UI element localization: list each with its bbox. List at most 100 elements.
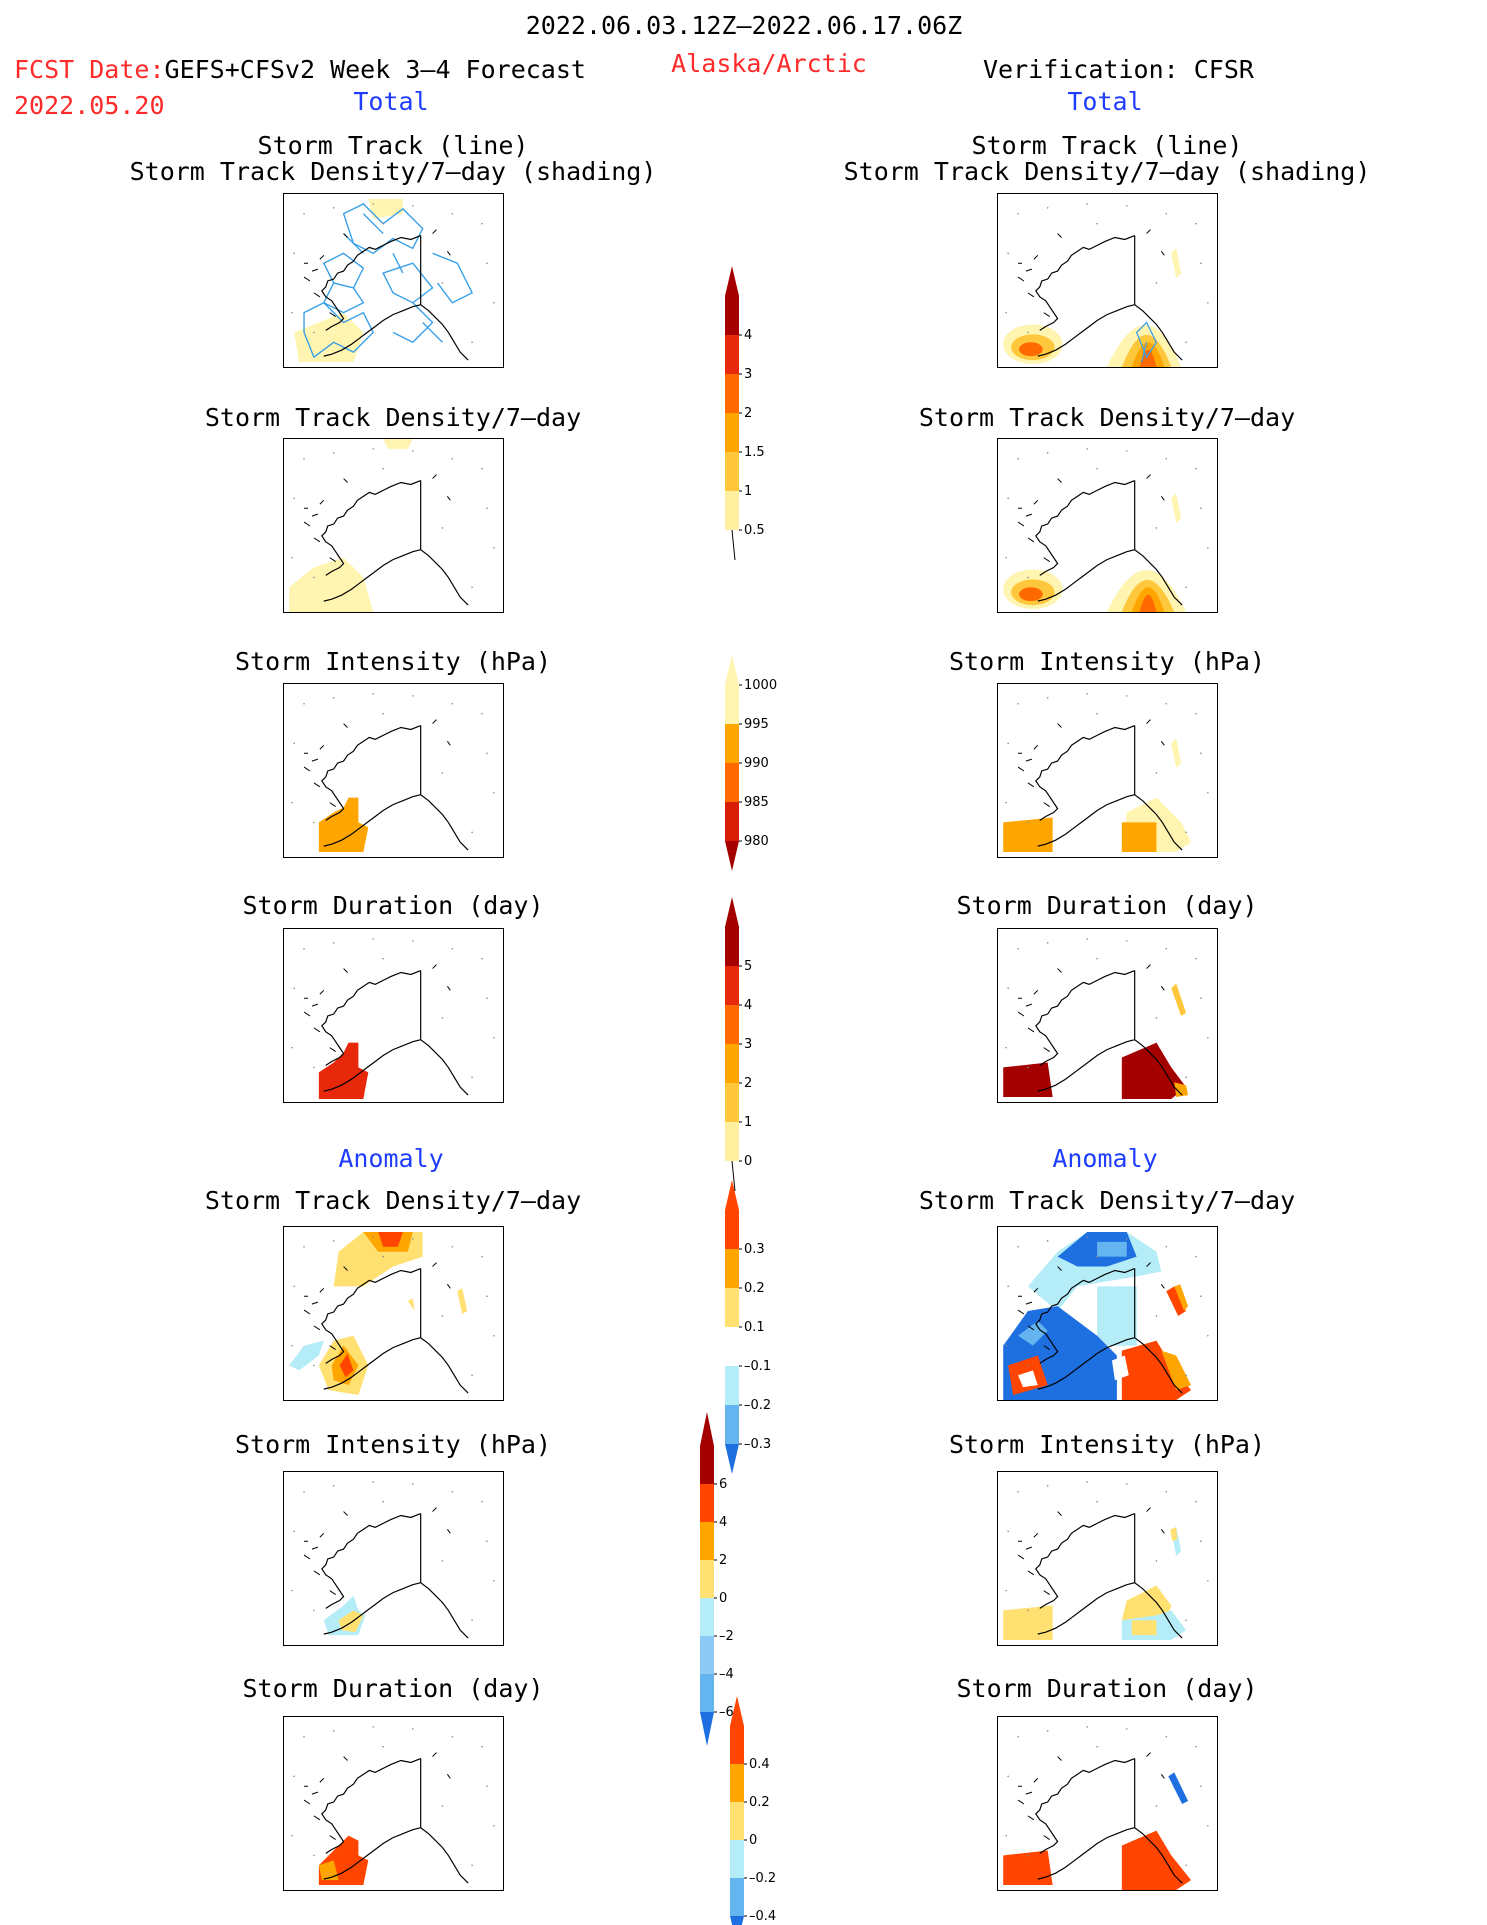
left-track-line-title: Storm Track (line) [257,131,529,160]
cb2-segment [725,685,739,724]
cb6-tick-label: –0.4 [749,1909,776,1924]
left-duration-title: Storm Duration (day) [242,891,544,920]
colorbar-density-anom: 0.3 0.2 0.1 –0.1 –0.2 –0.3 [725,1176,785,1474]
cb1-tick-label: 1 [744,484,752,499]
cb1-top-arrow [725,266,739,296]
colorbar-duration-anom: 0.4 0.2 0 –0.2 –0.4 [730,1690,790,1925]
colorbar-intensity-anom: 6 4 2 0 –2 –4 –6 [700,1408,760,1746]
right-track-shading-title: Storm Track Density/7–day (shading) [843,157,1371,186]
cb2-tick-label: 985 [744,795,769,810]
right-density-title: Storm Track Density/7–day [918,403,1296,432]
fcst-date: 2022.05.20 [14,91,165,120]
map-verif-density [997,438,1218,613]
cb5-segment [700,1636,714,1674]
cb5-tick-label: –4 [719,1667,734,1682]
cb6-top-arrow [730,1696,744,1726]
cb4-segment [725,1288,739,1327]
right-anomaly-label: Anomaly [1052,1144,1158,1173]
right-track-line-title: Storm Track (line) [971,131,1243,160]
map-verif-duration [997,928,1218,1103]
left-anomaly-label: Anomaly [338,1144,444,1173]
right-anom-intensity-title: Storm Intensity (hPa) [948,1430,1266,1459]
cb5-tick-label: –6 [719,1705,734,1720]
cb4-tick-label: 0.2 [744,1281,765,1296]
cb4-tick-label: –0.1 [744,1359,771,1374]
left-anom-intensity-title: Storm Intensity (hPa) [234,1430,552,1459]
cb1-segment [725,296,739,335]
region-title: Alaska/Arctic [671,49,867,78]
cb1-segment [725,491,739,530]
map-verif-intensity [997,683,1218,858]
fcst-label: FCST Date:GEFS+CFSv2 Week 3–4 Forecast [14,56,586,84]
left-density-title: Storm Track Density/7–day [204,403,582,432]
map-forecast-anom-density [283,1226,504,1401]
left-track-shading-title: Storm Track Density/7–day (shading) [129,157,657,186]
map-verif-anom-density [997,1226,1218,1401]
cb5-segment [700,1446,714,1484]
cb4-tick-label: –0.3 [744,1437,771,1452]
cb4-segment [725,1405,739,1444]
cb1-segment [725,452,739,491]
cb3-top-arrow [725,897,739,927]
colorbar-duration-total: 5 4 3 2 1 0 [725,887,785,1192]
cb5-segment [700,1598,714,1636]
cb6-segment [730,1802,744,1840]
cb6-tick-label: 0.2 [749,1795,770,1810]
cb2-tick-label: 995 [744,717,769,732]
cb1-tick-label: 1.5 [744,445,765,460]
cb1-segment [725,374,739,413]
cb1-tick-label: 0.5 [744,523,765,538]
cb1-bottom-line [731,529,736,561]
map-forecast-duration [283,928,504,1103]
cb3-segment [725,1044,739,1083]
cb5-bottom-arrow [700,1712,714,1746]
map-forecast-anom-duration [283,1716,504,1891]
cb4-tick-label: –0.2 [744,1398,771,1413]
cb2-segment [725,724,739,763]
cb5-tick-label: 0 [719,1591,727,1606]
right-duration-title: Storm Duration (day) [956,891,1258,920]
colorbar-intensity-total: 1000 995 990 985 980 [725,650,785,894]
fcst-label-text: FCST Date: [14,55,165,84]
cb3-tick-label: 1 [744,1115,752,1130]
map-verif-anom-intensity [997,1471,1218,1646]
cb6-segment [730,1878,744,1916]
map-forecast-anom-intensity [283,1471,504,1646]
cb3-tick-label: 4 [744,998,752,1013]
left-intensity-title: Storm Intensity (hPa) [234,647,552,676]
cb5-tick-label: 6 [719,1477,727,1492]
cb4-segment [725,1327,739,1366]
cb1-tick-label: 2 [744,406,752,421]
cb3-tick-label: 2 [744,1076,752,1091]
cb6-segment [730,1764,744,1802]
right-intensity-title: Storm Intensity (hPa) [948,647,1266,676]
cb2-tick-label: 980 [744,834,769,849]
map-forecast-density [283,438,504,613]
cb1-segment [725,335,739,374]
cb1-tick-label: 4 [744,328,752,343]
cb3-tick-label: 3 [744,1037,752,1052]
cb5-segment [700,1522,714,1560]
cb5-tick-label: –2 [719,1629,734,1644]
right-total-label: Total [1067,87,1143,116]
cb3-tick-label: 5 [744,959,752,974]
cb5-segment [700,1674,714,1712]
cb3-segment [725,927,739,966]
cb1-segment [725,413,739,452]
cb5-segment [700,1560,714,1598]
map-forecast-track [283,193,504,368]
cb3-segment [725,1005,739,1044]
cb4-segment [725,1366,739,1405]
cb5-top-arrow [700,1412,714,1446]
cb3-segment [725,966,739,1005]
colorbar-density-total: 4 3 2 1.5 1 0.5 [725,262,785,561]
cb2-segment [725,763,739,802]
cb4-tick-label: 0.3 [744,1242,765,1257]
cb6-segment [730,1840,744,1878]
date-range-title: 2022.06.03.12Z–2022.06.17.06Z [525,11,963,40]
map-verif-anom-duration [997,1716,1218,1891]
cb2-bottom-arrow [725,841,739,871]
cb6-segment [730,1726,744,1764]
cb6-tick-label: 0.4 [749,1757,770,1772]
fcst-model: GEFS+CFSv2 Week 3–4 Forecast [164,55,586,84]
